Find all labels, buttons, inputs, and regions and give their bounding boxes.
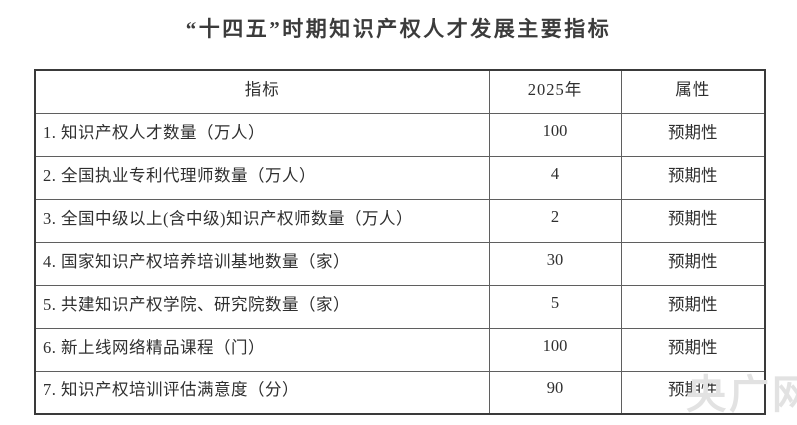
table-row: 5. 共建知识产权学院、研究院数量（家） 5 预期性 — [34, 284, 766, 329]
indicator-table-body: 1. 知识产权人才数量（万人） 100 预期性 2. 全国执业专利代理师数量（万人） 4… — [34, 112, 766, 415]
indicator-cell: 5. 共建知识产权学院、研究院数量（家） — [34, 284, 490, 329]
header-row: 指标 2025年 属性 — [34, 69, 766, 114]
indicator-cell: 6. 新上线网络精品课程（门） — [34, 327, 490, 372]
indicator-cell: 1. 知识产权人才数量（万人） — [34, 112, 490, 157]
attribute-cell: 预期性 — [620, 241, 766, 286]
year-2025-cell: 100 — [488, 112, 622, 157]
year-2025-cell: 2 — [488, 198, 622, 243]
header-indicator: 指标 — [34, 69, 490, 114]
indicator-cell: 4. 国家知识产权培养培训基地数量（家） — [34, 241, 490, 286]
attribute-cell: 预期性 — [620, 112, 766, 157]
year-2025-cell: 100 — [488, 327, 622, 372]
attribute-cell: 预期性 — [620, 198, 766, 243]
attribute-cell: 预期性 — [620, 370, 766, 415]
page-title: “十四五”时期知识产权人才发展主要指标 — [185, 17, 612, 41]
attribute-cell: 预期性 — [620, 155, 766, 200]
year-2025-cell: 5 — [488, 284, 622, 329]
indicator-cell: 7. 知识产权培训评估满意度（分） — [34, 370, 490, 415]
year-2025-cell: 90 — [488, 370, 622, 415]
indicator-table: 指标 2025年 属性 1. 知识产权人才数量（万人） 100 预期性 2. 全国执业… — [34, 69, 766, 415]
header-attribute: 属性 — [620, 69, 766, 114]
header-year-2025: 2025年 — [488, 69, 622, 114]
attribute-cell: 预期性 — [620, 284, 766, 329]
indicator-cell: 2. 全国执业专利代理师数量（万人） — [34, 155, 490, 200]
indicator-cell: 3. 全国中级以上(含中级)知识产权师数量（万人） — [34, 198, 490, 243]
table-row: 1. 知识产权人才数量（万人） 100 预期性 — [34, 112, 766, 157]
table-row: 7. 知识产权培训评估满意度（分） 90 预期性 — [34, 370, 766, 415]
year-2025-cell: 30 — [488, 241, 622, 286]
table-row: 3. 全国中级以上(含中级)知识产权师数量（万人） 2 预期性 — [34, 198, 766, 243]
table-row: 2. 全国执业专利代理师数量（万人） 4 预期性 — [34, 155, 766, 200]
table-row: 6. 新上线网络精品课程（门） 100 预期性 — [34, 327, 766, 372]
table-row: 4. 国家知识产权培养培训基地数量（家） 30 预期性 — [34, 241, 766, 286]
attribute-cell: 预期性 — [620, 327, 766, 372]
indicator-table-header: 指标 2025年 属性 — [34, 69, 766, 114]
year-2025-cell: 4 — [488, 155, 622, 200]
